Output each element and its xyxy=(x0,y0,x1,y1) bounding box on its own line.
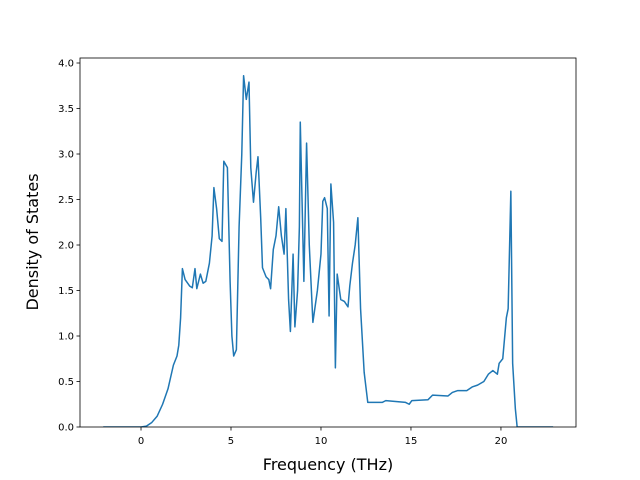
line-series xyxy=(103,74,554,427)
x-tick-label: 20 xyxy=(495,436,508,447)
y-tick-label: 2.5 xyxy=(58,195,74,206)
plot-frame xyxy=(79,57,577,428)
x-tick-label: 5 xyxy=(228,436,234,447)
x-tick-label: 10 xyxy=(315,436,328,447)
x-tick-label: 0 xyxy=(138,436,144,447)
y-tick-label: 0.5 xyxy=(58,377,74,388)
y-tick-label: 3.5 xyxy=(58,104,74,115)
y-tick-label: 1.0 xyxy=(58,332,74,343)
y-tick-label: 0.0 xyxy=(58,423,74,434)
y-tick-label: 1.5 xyxy=(58,286,74,297)
y-tick-label: 3.0 xyxy=(58,150,74,161)
y-tick-label: 4.0 xyxy=(58,59,74,70)
y-tick-label: 2.0 xyxy=(58,241,74,252)
x-tick-label: 15 xyxy=(405,436,418,447)
y-axis-label: Density of States xyxy=(23,173,42,310)
x-axis-label: Frequency (THz) xyxy=(263,455,393,474)
